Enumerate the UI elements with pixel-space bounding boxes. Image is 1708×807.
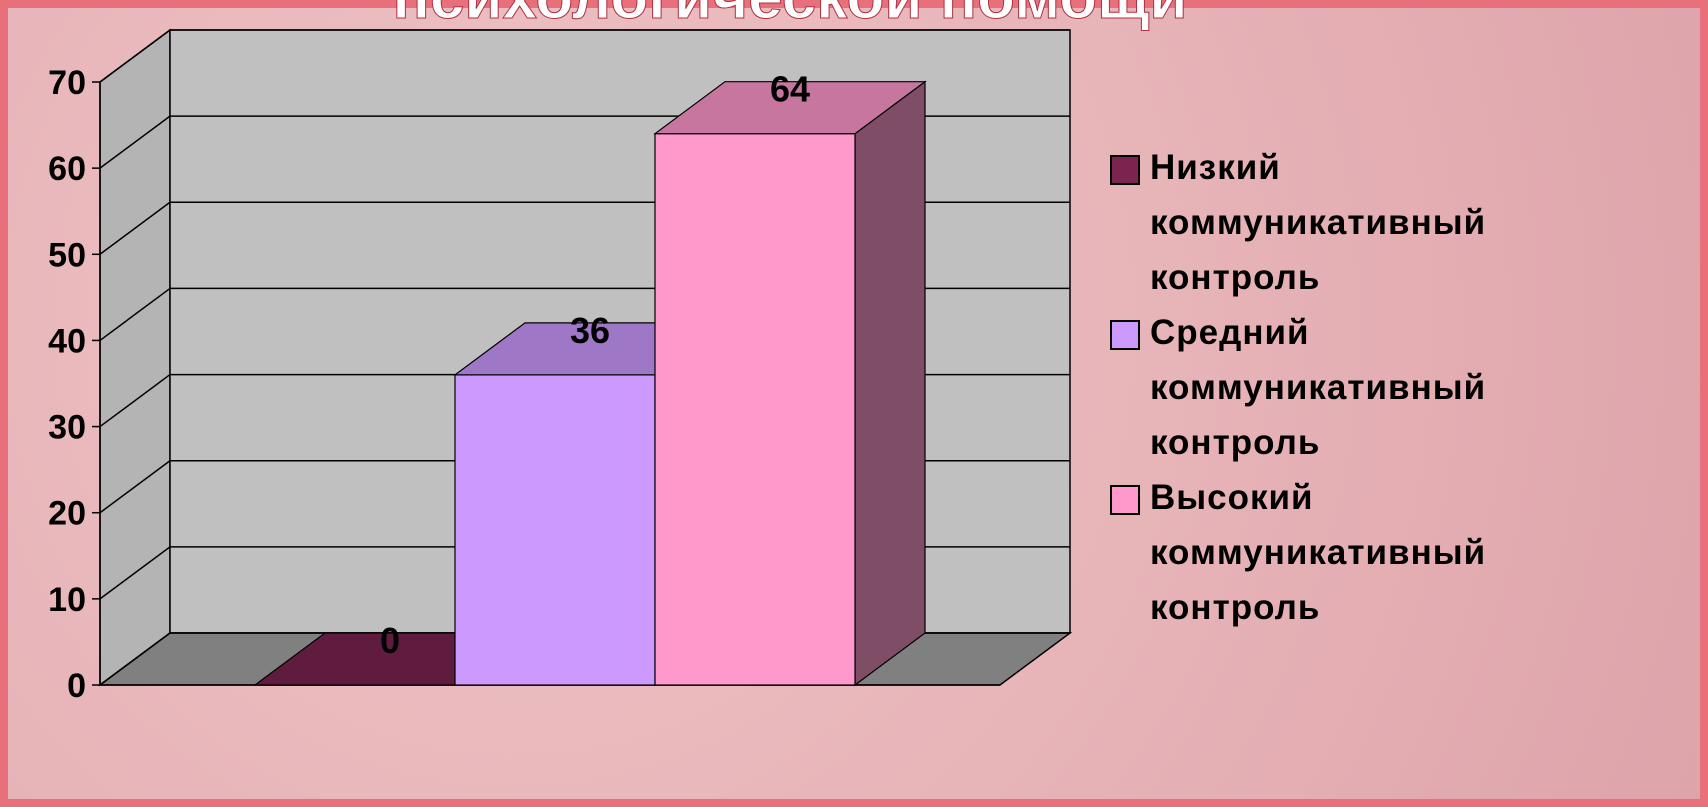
y-tick-label: 70 bbox=[48, 64, 86, 102]
legend-swatch bbox=[1110, 320, 1140, 350]
y-tick-label: 0 bbox=[67, 667, 86, 705]
chart-title: психологической помощи bbox=[392, 0, 1187, 32]
data-label: 64 bbox=[770, 69, 810, 110]
grid-line bbox=[99, 460, 171, 514]
grid-line bbox=[99, 115, 171, 169]
grid-line bbox=[99, 632, 171, 686]
grid-line bbox=[99, 546, 171, 600]
y-tick-label: 40 bbox=[48, 322, 86, 360]
grid-line bbox=[99, 29, 171, 83]
y-tick-label: 20 bbox=[48, 495, 86, 533]
legend-swatch bbox=[1110, 485, 1140, 515]
data-label: 36 bbox=[570, 310, 610, 351]
legend-label: Высокий коммуникативный контроль bbox=[1150, 478, 1487, 627]
legend-label: Средний коммуникативный контроль bbox=[1150, 313, 1487, 462]
y-tick-label: 60 bbox=[48, 150, 86, 188]
legend-swatch bbox=[1110, 155, 1140, 185]
grid-line bbox=[99, 201, 171, 255]
bar bbox=[454, 374, 656, 686]
y-tick-label: 10 bbox=[48, 581, 86, 619]
bar-side bbox=[854, 80, 926, 687]
y-tick-label: 50 bbox=[48, 236, 86, 274]
grid-line bbox=[99, 287, 171, 342]
data-label: 0 bbox=[380, 620, 400, 661]
bar bbox=[654, 133, 856, 686]
side-wall bbox=[99, 28, 171, 687]
grid-line bbox=[99, 373, 171, 428]
bar-top bbox=[653, 81, 927, 135]
legend-label: Низкий коммуникативный контроль bbox=[1150, 148, 1487, 297]
y-tick-label: 30 bbox=[48, 409, 86, 447]
